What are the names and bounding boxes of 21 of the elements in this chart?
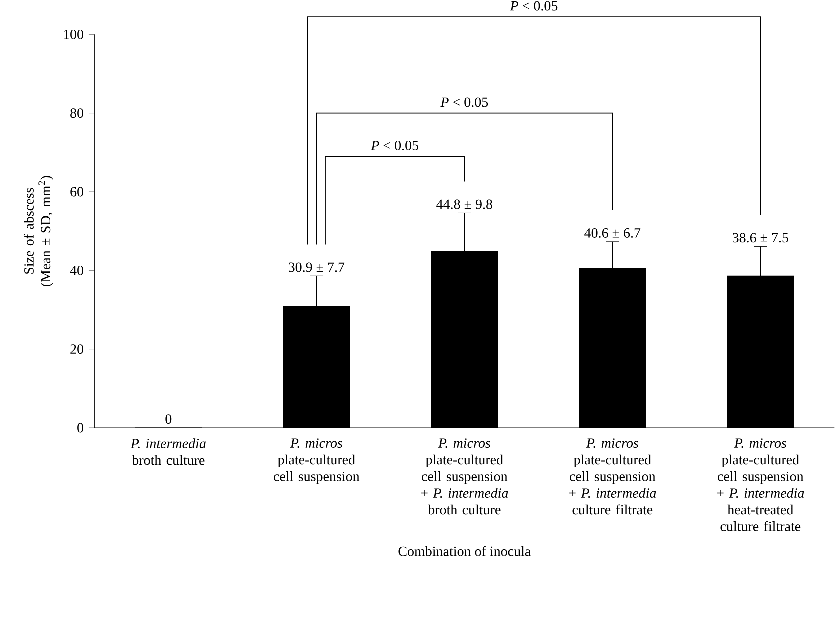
y-tick-label: 100 bbox=[64, 30, 84, 40]
y-tick-label: 40 bbox=[70, 266, 84, 276]
data-label: 0 bbox=[166, 414, 172, 424]
data-label: 38.6 ± 7.5 bbox=[732, 233, 788, 243]
x-tick-label: P. intermedia broth culture bbox=[130, 438, 206, 466]
x-axis-title: Combination of inocula bbox=[398, 546, 531, 556]
x-tick-label: P. micros plate-cultured cell suspension + P. intermedia culture filtrate bbox=[569, 438, 656, 515]
y-tick-label: 20 bbox=[70, 344, 84, 354]
y-tick-label: 60 bbox=[70, 187, 84, 197]
data-label: 40.6 ± 6.7 bbox=[584, 228, 641, 238]
annotation: P < 0.05 bbox=[440, 98, 488, 108]
x-tick-label: P. micros plate-cultured cell suspension + P. intermedia broth culture bbox=[421, 438, 508, 515]
x-tick-label: P. micros plate-cultured cell suspension + P. intermedia heat-treated culture filtrate bbox=[717, 438, 804, 532]
annotation: P < 0.05 bbox=[371, 141, 419, 151]
data-label: 44.8 ± 9.8 bbox=[436, 200, 492, 210]
data-label: 30.9 ± 7.7 bbox=[288, 262, 345, 272]
text: P < 0.05 bbox=[510, 2, 558, 12]
y-tick-label: 0 bbox=[78, 423, 84, 433]
x-tick-label: P. micros plate-cultured cell suspension bbox=[274, 438, 360, 484]
y-axis-title: Size of abscess (Mean ± SD, mm$^{2}$) bbox=[24, 176, 54, 287]
y-tick-label: 80 bbox=[70, 108, 84, 118]
